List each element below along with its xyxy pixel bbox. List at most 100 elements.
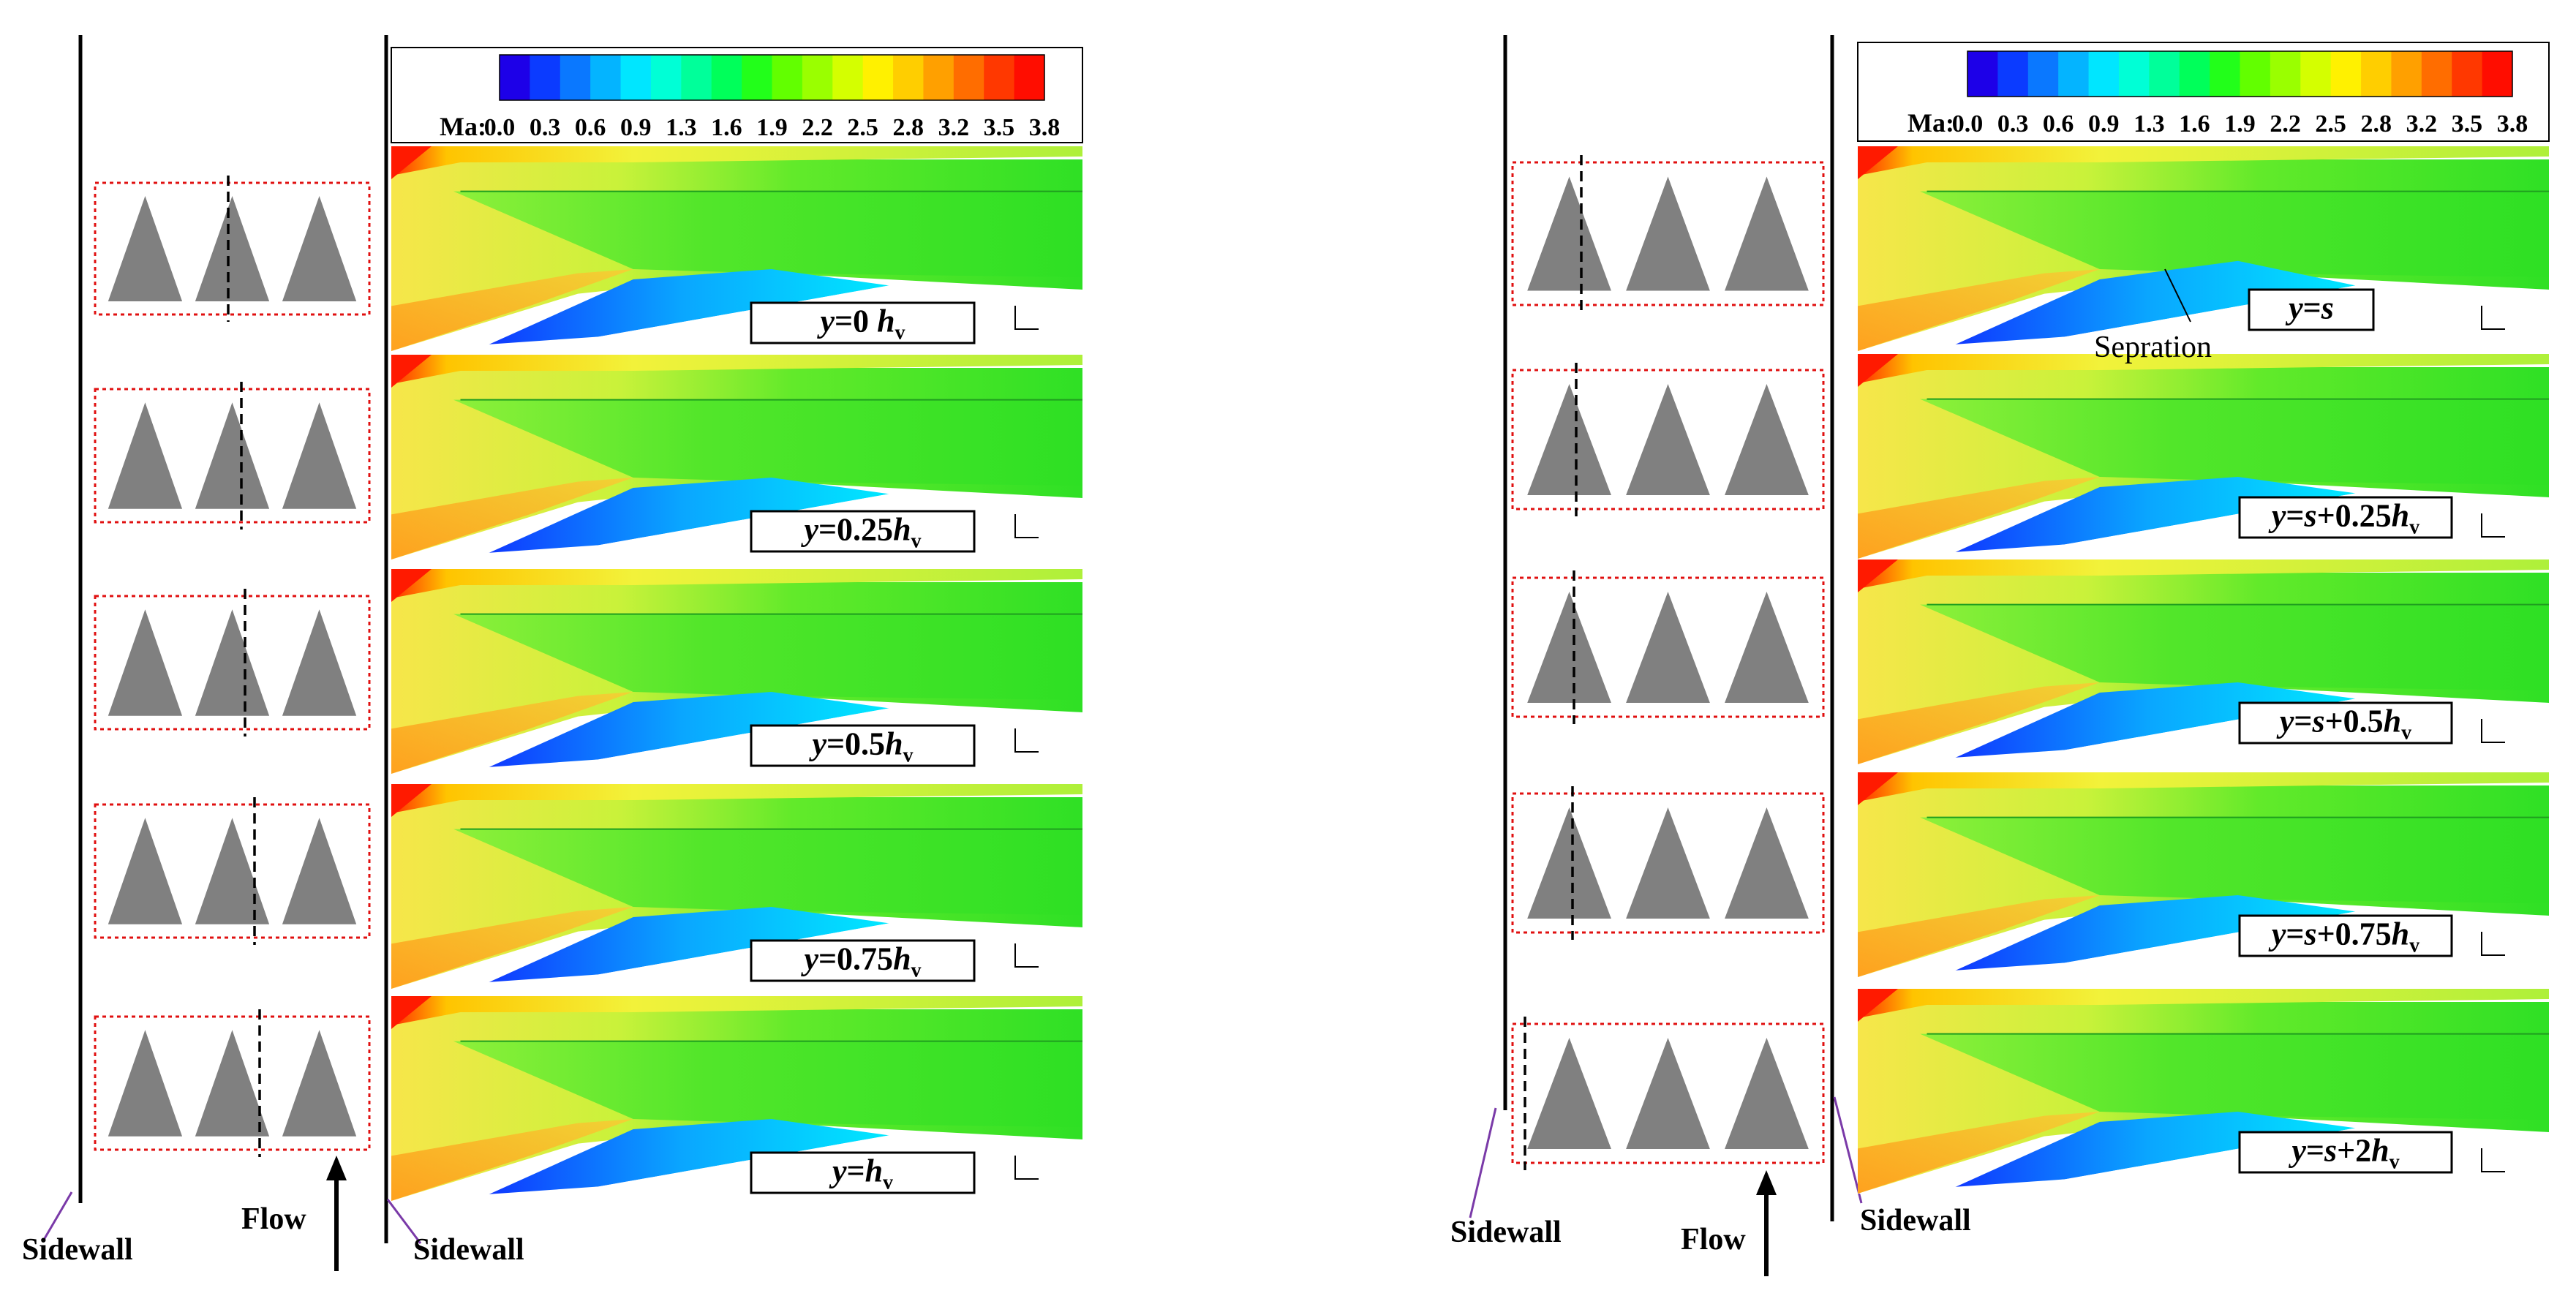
sidewall-label-right: Sidewall xyxy=(413,1233,524,1267)
inlet-corner xyxy=(391,569,432,602)
sidewall-leader xyxy=(42,1191,73,1240)
expansion-fan xyxy=(391,692,633,774)
separation-band xyxy=(474,269,889,351)
colorbar-tick-label: 0.3 xyxy=(530,114,561,141)
slice-label: y=s+0.25hv xyxy=(2268,498,2419,539)
contour-slice xyxy=(391,569,1082,774)
contour-slice xyxy=(1858,146,2549,351)
inlet-corner xyxy=(391,146,432,179)
inlet-corner xyxy=(1858,146,1898,179)
colorbar-tick-label: 0.6 xyxy=(575,114,606,141)
slice-label-box xyxy=(750,301,976,344)
slice-label-box xyxy=(750,510,976,553)
axis-icon xyxy=(1014,306,1039,330)
colorbar-tick-label: 1.9 xyxy=(2224,110,2256,137)
vortex-generator-triangle xyxy=(282,609,357,716)
sidewall-leader xyxy=(386,1199,422,1244)
vortex-generator-triangle xyxy=(1626,592,1710,703)
vortex-generator-triangle xyxy=(195,609,270,716)
inlet-corner xyxy=(1858,989,1898,1022)
colorbar-segment xyxy=(893,55,924,100)
slice-label-box xyxy=(2238,496,2453,539)
slice-label-box xyxy=(750,724,976,767)
expansion-fan xyxy=(391,907,633,989)
colorbar-label: Ma: xyxy=(1907,108,1954,137)
colorbar-segment xyxy=(772,55,803,100)
channel-region xyxy=(453,829,1082,916)
vortex-generator-triangle xyxy=(108,818,183,924)
slice-label: y=0.5hv xyxy=(808,726,913,767)
vortex-generator-triangle xyxy=(1725,1038,1809,1149)
colorbar-tick-label: 1.6 xyxy=(711,114,742,141)
top-wall-strip xyxy=(1858,559,2549,589)
contour-slice xyxy=(391,355,1082,559)
colorbar-tick-label: 0.3 xyxy=(1997,110,2029,137)
colorbar-tick-label: 1.3 xyxy=(666,114,697,141)
slice-label: y=s+0.75hv xyxy=(2268,916,2419,957)
colorbar-label: Ma: xyxy=(440,112,486,141)
top-wall-strip xyxy=(391,355,1082,384)
colorbar-outline xyxy=(499,54,1045,101)
axis-icon xyxy=(2481,306,2505,330)
vortex-generator-triangle xyxy=(195,818,270,924)
axis-icon xyxy=(2481,932,2505,956)
colorbar-segment xyxy=(862,55,894,100)
colorbar-segment xyxy=(923,55,954,100)
separation-band xyxy=(474,478,889,559)
vortex-generator-triangle xyxy=(282,1030,357,1137)
colorbar-segment xyxy=(742,55,772,100)
axis-icon xyxy=(1014,943,1039,968)
colorbar-segment xyxy=(2179,51,2210,97)
triangle-array-box xyxy=(94,181,371,316)
axis-icon xyxy=(1014,514,1039,538)
colorbar-segment xyxy=(832,55,864,100)
colorbar-tick-label: 1.6 xyxy=(2179,110,2210,137)
colorbar-segment xyxy=(590,55,622,100)
triangle-array-box xyxy=(94,803,371,939)
vortex-generator-triangle xyxy=(1626,1038,1710,1149)
vortex-generator-triangle xyxy=(195,402,270,509)
sidewall-leader xyxy=(1833,1096,1863,1204)
channel-region xyxy=(1920,604,2549,691)
colorbar-tick-label: 2.8 xyxy=(2361,110,2392,137)
top-wall-strip xyxy=(1858,772,2549,802)
vortex-generator-triangle xyxy=(1527,1038,1611,1149)
slice-label: y=0.25hv xyxy=(800,512,921,553)
vortex-generator-triangle xyxy=(1527,807,1611,919)
separation-leader xyxy=(2164,268,2191,323)
colorbar-tick-label: 0.9 xyxy=(620,114,652,141)
vortex-generator-triangle xyxy=(1725,176,1809,291)
vortex-generator-triangle xyxy=(1527,384,1611,495)
top-wall-strip xyxy=(1858,354,2549,383)
top-wall-strip xyxy=(391,146,1082,176)
expansion-fan xyxy=(391,269,633,351)
contour-slice xyxy=(391,996,1082,1201)
top-wall-strip xyxy=(391,569,1082,598)
colorbar-segment xyxy=(650,55,682,100)
colorbar-tick-label: 2.5 xyxy=(847,114,878,141)
slice-label-box xyxy=(2238,914,2453,957)
slice-label-box xyxy=(750,1151,976,1194)
slice-label-box xyxy=(2248,288,2375,331)
colorbar-segment xyxy=(2330,51,2362,97)
triangle-array-box xyxy=(1511,369,1825,510)
axis-icon xyxy=(2481,719,2505,743)
triangle-array-box xyxy=(94,595,371,731)
channel-region xyxy=(453,1041,1082,1128)
colorbar-segment xyxy=(560,55,591,100)
colorbar-segment xyxy=(2361,51,2392,97)
colorbar-segment xyxy=(1014,55,1045,100)
vortex-generator-triangle xyxy=(1626,807,1710,919)
colorbar-tick-label: 2.2 xyxy=(802,114,833,141)
lower-white-region xyxy=(1858,285,2549,351)
vortex-generator-triangle xyxy=(1626,176,1710,291)
expansion-fan xyxy=(1858,682,2100,764)
separation-band xyxy=(474,1119,889,1201)
top-wall-strip xyxy=(391,784,1082,813)
slice-label: y=hv xyxy=(829,1153,893,1194)
contour-slice xyxy=(391,146,1082,351)
vortex-generator-triangle xyxy=(1725,592,1809,703)
colorbar-segment xyxy=(2058,51,2090,97)
vortex-generator-triangle xyxy=(282,196,357,301)
